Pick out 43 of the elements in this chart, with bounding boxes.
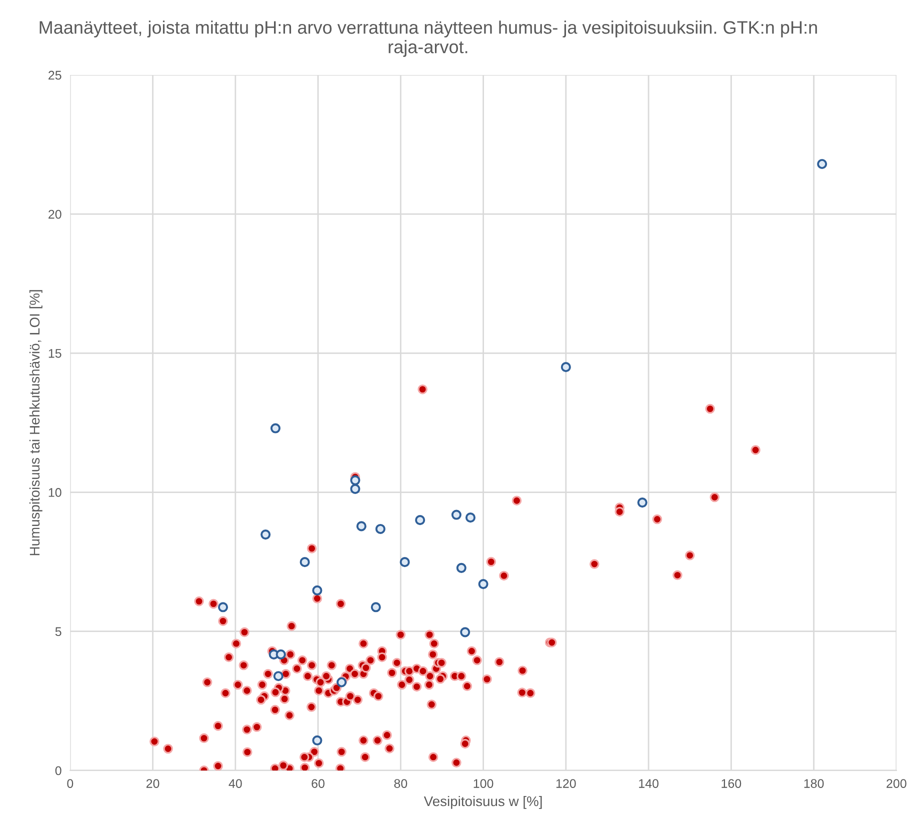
point — [312, 735, 322, 746]
x-tick-label: 20 — [146, 779, 160, 788]
point — [637, 498, 648, 508]
point — [451, 510, 462, 520]
y-tick-label: 0 — [55, 766, 62, 776]
point — [478, 579, 488, 590]
y-tick-label: 15 — [48, 349, 62, 358]
x-tick-label: 120 — [556, 779, 576, 788]
point — [460, 627, 470, 638]
point — [273, 671, 284, 682]
x-axis-title: Vesipitoisuus w [%] — [424, 796, 542, 809]
point — [218, 602, 228, 612]
y-tick-label: 5 — [55, 627, 62, 636]
point — [400, 557, 410, 568]
x-tick-label: 140 — [639, 779, 658, 788]
point — [350, 475, 360, 486]
point — [415, 515, 426, 526]
y-tick-label: 25 — [48, 70, 62, 80]
point — [312, 585, 322, 596]
point — [300, 557, 310, 568]
x-tick-label: 80 — [394, 779, 408, 788]
point — [260, 530, 271, 540]
x-tick-label: 180 — [804, 779, 824, 788]
chart-title: Maanäytteet, joista mitattu pH:n arvo verrattuna näytteen humus- ja vesipitoisuuksiin. GTK:n pH:n raja-arvot. — [40, 20, 817, 57]
x-tick-label: 60 — [312, 779, 324, 788]
point — [350, 484, 360, 494]
point — [456, 562, 466, 573]
point — [817, 158, 828, 170]
y-tick-label: 20 — [48, 210, 62, 219]
x-tick-label: 40 — [228, 779, 242, 788]
x-tick-label: 200 — [886, 779, 906, 788]
x-tick-label: 100 — [474, 779, 494, 788]
point — [276, 649, 286, 660]
point — [370, 602, 381, 612]
x-tick-label: 160 — [722, 779, 742, 788]
point — [375, 524, 386, 534]
point — [356, 521, 366, 532]
x-tick-label: 0 — [67, 779, 74, 788]
point — [465, 512, 476, 523]
y-tick-label: 10 — [48, 488, 62, 497]
point — [270, 423, 280, 434]
y-axis-title: Humuspitoisuus tai Hehkutushäviö, LOI [%] — [29, 290, 42, 556]
point — [560, 362, 571, 372]
